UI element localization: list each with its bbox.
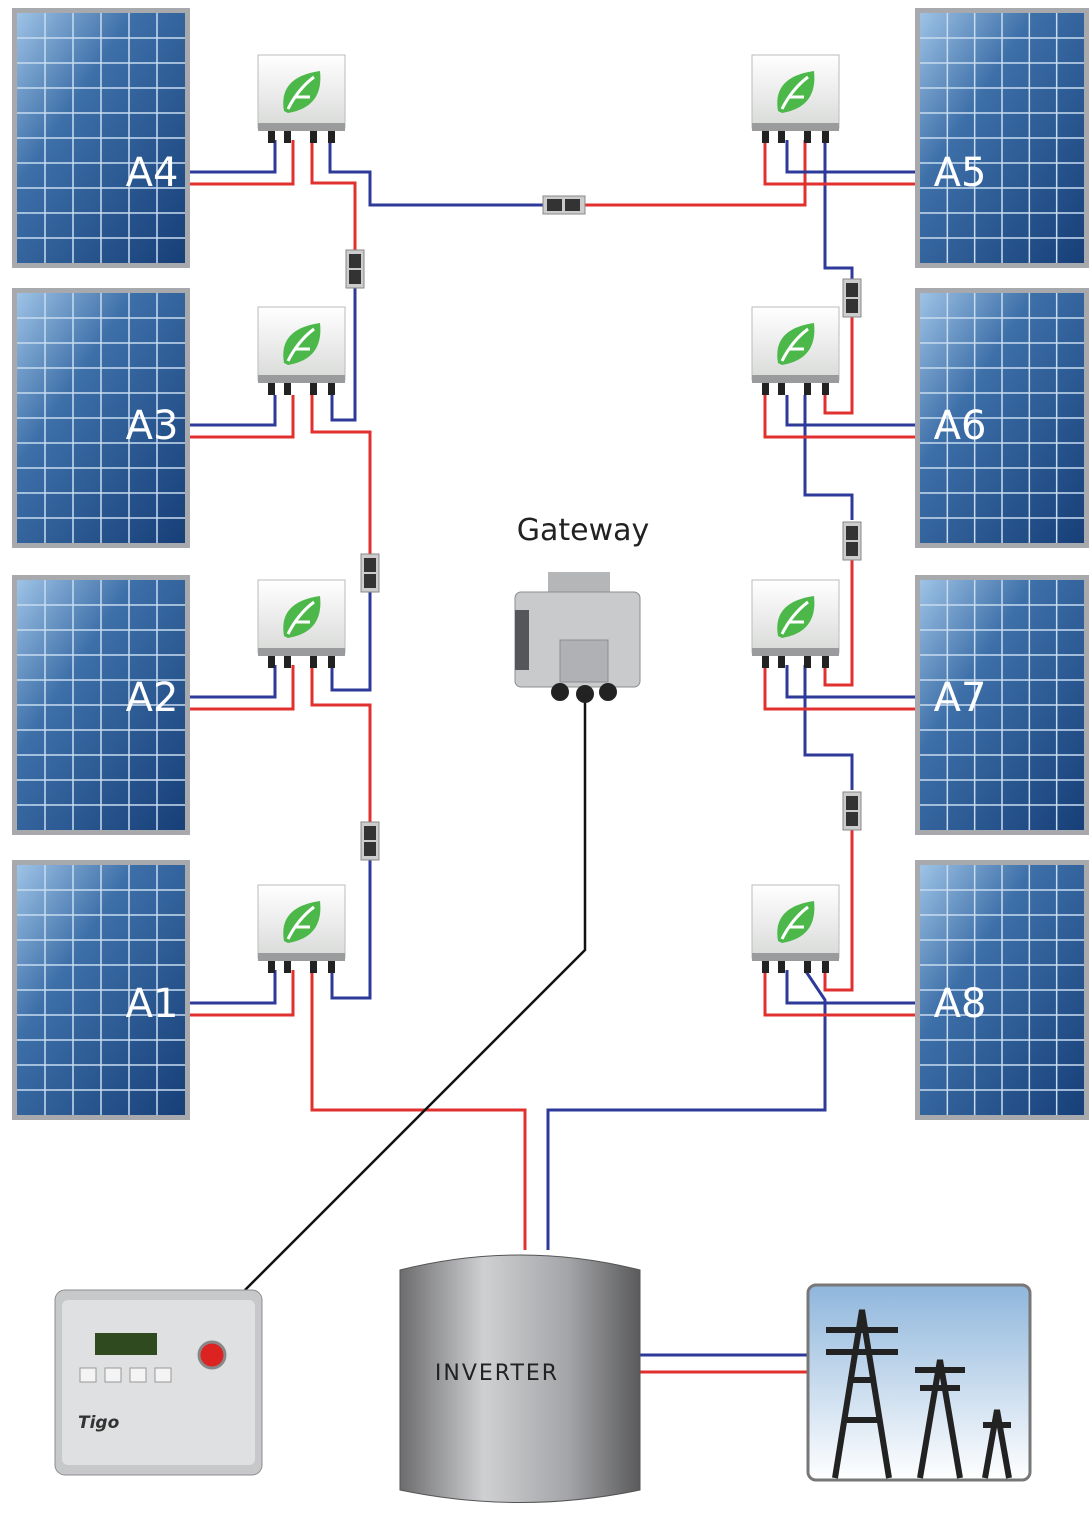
cable-stub bbox=[268, 131, 275, 143]
wire bbox=[190, 970, 293, 1015]
cable-stub bbox=[284, 961, 291, 973]
connector bbox=[843, 792, 861, 830]
solar-panel: A5 bbox=[765, 8, 1089, 268]
panels: A4 A3 A2 A1 A5 A6 A7 A8 bbox=[12, 8, 1089, 1120]
cable-stub bbox=[778, 656, 785, 668]
cable-stub bbox=[762, 131, 769, 143]
connector-part bbox=[846, 812, 858, 826]
cable-stub bbox=[328, 131, 335, 143]
cable-stub bbox=[762, 961, 769, 973]
optimizer-base bbox=[752, 123, 839, 131]
gateway-label: Gateway bbox=[517, 513, 650, 548]
panel-label: A3 bbox=[126, 403, 179, 449]
controller: Tigo bbox=[55, 1290, 262, 1475]
cable-stub bbox=[804, 961, 811, 973]
wire bbox=[190, 395, 293, 437]
cable-stub bbox=[284, 131, 291, 143]
solar-panel: A1 bbox=[12, 860, 293, 1120]
connector-part bbox=[349, 254, 361, 268]
wire bbox=[190, 665, 275, 697]
connector-part bbox=[364, 558, 376, 572]
optimizer-base bbox=[258, 123, 345, 131]
connector-part bbox=[364, 842, 376, 856]
connector-part bbox=[364, 826, 376, 840]
optimizer-base bbox=[752, 648, 839, 656]
power-grid bbox=[808, 1285, 1030, 1480]
inverter-label: INVERTER bbox=[435, 1361, 559, 1386]
solar-panel: A3 bbox=[12, 288, 293, 548]
panel-label: A8 bbox=[934, 981, 987, 1027]
cable-stub bbox=[822, 656, 829, 668]
cable-stub bbox=[268, 656, 275, 668]
connector-part bbox=[846, 283, 858, 297]
connector-part bbox=[846, 542, 858, 556]
optimizer-base bbox=[258, 375, 345, 383]
wire bbox=[190, 970, 275, 1003]
connector-part bbox=[349, 270, 361, 284]
cable-stub bbox=[268, 383, 275, 395]
cable-stub bbox=[328, 383, 335, 395]
optimizer bbox=[752, 55, 839, 143]
cable-stub bbox=[778, 131, 785, 143]
optimizer bbox=[258, 307, 345, 395]
wire bbox=[190, 140, 275, 172]
cable-stub bbox=[268, 961, 275, 973]
controller-brand: Tigo bbox=[78, 1413, 120, 1433]
cable-stub bbox=[822, 383, 829, 395]
cable-stub bbox=[284, 656, 291, 668]
optimizer-base bbox=[258, 953, 345, 961]
cable-stub bbox=[310, 383, 317, 395]
solar-panel: A2 bbox=[12, 575, 293, 835]
cable-stub bbox=[804, 383, 811, 395]
cable-stub bbox=[310, 131, 317, 143]
cable-stub bbox=[804, 131, 811, 143]
connector bbox=[346, 250, 364, 288]
optimizer-base bbox=[752, 953, 839, 961]
optimizer-base bbox=[752, 375, 839, 383]
panel-label: A7 bbox=[934, 675, 987, 721]
connector bbox=[361, 554, 379, 592]
connector bbox=[543, 196, 585, 214]
gateway-device bbox=[515, 572, 640, 703]
cable-stub bbox=[804, 656, 811, 668]
panel-label: A4 bbox=[126, 150, 179, 196]
inverter: INVERTER bbox=[400, 1255, 640, 1503]
optimizer bbox=[258, 580, 345, 668]
connector bbox=[843, 279, 861, 317]
cable-stub bbox=[822, 961, 829, 973]
cable-stub bbox=[328, 656, 335, 668]
optimizer bbox=[258, 885, 345, 973]
cable-stub bbox=[310, 656, 317, 668]
connector-part bbox=[846, 526, 858, 540]
wire bbox=[190, 665, 293, 709]
cable-stub bbox=[328, 961, 335, 973]
optimizer-base bbox=[258, 648, 345, 656]
optimizer bbox=[752, 580, 839, 668]
connector-part bbox=[547, 199, 562, 211]
optimizer bbox=[258, 55, 345, 143]
panel-label: A2 bbox=[126, 675, 179, 721]
panel-label: A5 bbox=[934, 150, 987, 196]
cable-stub bbox=[778, 383, 785, 395]
connector-part bbox=[565, 199, 580, 211]
cable-stub bbox=[778, 961, 785, 973]
connector-part bbox=[364, 574, 376, 588]
connector bbox=[361, 822, 379, 860]
solar-panel: A4 bbox=[12, 8, 293, 268]
optimizer bbox=[752, 885, 839, 973]
connector bbox=[843, 522, 861, 560]
diagram: A4 A3 A2 A1 A5 A6 A7 A8 Gateway Tigo INVERTER bbox=[0, 0, 1089, 1513]
wire bbox=[190, 395, 275, 425]
cable-stub bbox=[822, 131, 829, 143]
optimizer bbox=[752, 307, 839, 395]
connector-part bbox=[846, 299, 858, 313]
cable-stub bbox=[284, 383, 291, 395]
cable-stub bbox=[762, 656, 769, 668]
connector-part bbox=[846, 796, 858, 810]
cable-stub bbox=[762, 383, 769, 395]
wire bbox=[190, 140, 293, 184]
panel-label: A1 bbox=[126, 981, 179, 1027]
cable-stub bbox=[310, 961, 317, 973]
panel-label: A6 bbox=[934, 403, 987, 449]
